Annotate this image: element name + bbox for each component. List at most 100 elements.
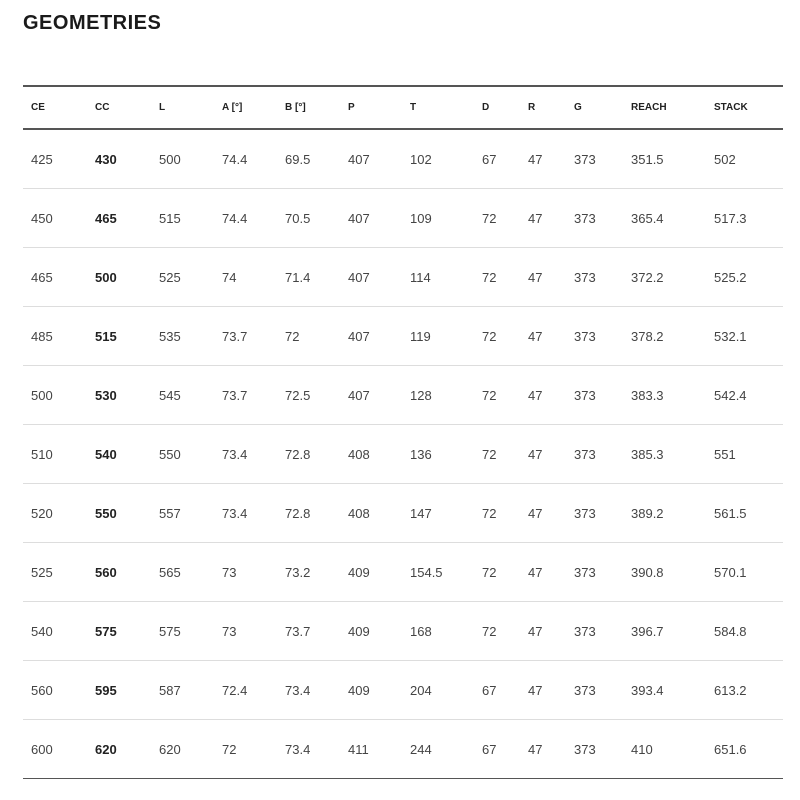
table-cell: 565 xyxy=(151,542,214,602)
table-cell: 407 xyxy=(340,188,402,248)
table-cell: 485 xyxy=(23,306,87,366)
table-cell: 373 xyxy=(566,424,623,484)
column-header: B [°] xyxy=(285,102,306,113)
column-header: G xyxy=(574,102,582,113)
table-cell: 373 xyxy=(566,542,623,602)
column-header: CC xyxy=(95,102,110,113)
table-row: 540 575 575 73 73.7 409 168 72 47 373 396.7 584.8 xyxy=(23,601,783,661)
table-cell: 72 xyxy=(474,424,520,484)
table-cell: 72 xyxy=(474,365,520,425)
table-cell: 502 xyxy=(706,129,783,189)
table-cell: 613.2 xyxy=(706,660,783,720)
table-cell: 47 xyxy=(520,719,566,779)
table-cell: 71.4 xyxy=(277,247,340,307)
table-cell: 73.7 xyxy=(214,365,277,425)
column-header: L xyxy=(159,102,166,113)
table-cell: 73.2 xyxy=(277,542,340,602)
table-cell: 73.4 xyxy=(277,719,340,779)
table-cell: 532.1 xyxy=(706,306,783,366)
table-cell: 373 xyxy=(566,483,623,543)
table-cell: 373 xyxy=(566,719,623,779)
table-cell: 587 xyxy=(151,660,214,720)
table-cell: 72 xyxy=(474,542,520,602)
table-cell: 500 xyxy=(87,247,151,307)
table-cell: 73 xyxy=(214,542,277,602)
table-cell: 651.6 xyxy=(706,719,783,779)
table-cell: 390.8 xyxy=(623,542,706,602)
table-cell: 525 xyxy=(23,542,87,602)
column-header: R xyxy=(528,102,536,113)
table-cell: 525.2 xyxy=(706,247,783,307)
table-cell: 411 xyxy=(340,719,402,779)
column-header: REACH xyxy=(631,102,667,113)
table-cell: 550 xyxy=(87,483,151,543)
table-cell: 70.5 xyxy=(277,188,340,248)
table-cell: 204 xyxy=(402,660,474,720)
table-cell: 373 xyxy=(566,129,623,189)
table-cell: 128 xyxy=(402,365,474,425)
table-header-row: CE CC L A [°] B [°] P T D R G REACH STACK xyxy=(23,86,783,129)
table-cell: 465 xyxy=(23,247,87,307)
table-cell: 73.4 xyxy=(277,660,340,720)
table-cell: 383.3 xyxy=(623,365,706,425)
table-cell: 119 xyxy=(402,306,474,366)
table-cell: 73.4 xyxy=(214,483,277,543)
table-cell: 114 xyxy=(402,247,474,307)
table-cell: 47 xyxy=(520,306,566,366)
table-cell: 47 xyxy=(520,188,566,248)
table-cell: 67 xyxy=(474,660,520,720)
table-cell: 72 xyxy=(474,483,520,543)
table-cell: 595 xyxy=(87,660,151,720)
table-cell: 72.5 xyxy=(277,365,340,425)
table-cell: 72 xyxy=(214,719,277,779)
table-cell: 47 xyxy=(520,365,566,425)
table-cell: 47 xyxy=(520,424,566,484)
table-cell: 67 xyxy=(474,719,520,779)
table-cell: 410 xyxy=(623,719,706,779)
table-cell: 47 xyxy=(520,542,566,602)
table-cell: 515 xyxy=(151,188,214,248)
table-row: 500 530 545 73.7 72.5 407 128 72 47 373 383.3 542.4 xyxy=(23,365,783,425)
table-cell: 72.8 xyxy=(277,424,340,484)
table-cell: 560 xyxy=(23,660,87,720)
table-cell: 560 xyxy=(87,542,151,602)
table-cell: 373 xyxy=(566,365,623,425)
table-cell: 407 xyxy=(340,306,402,366)
column-header: P xyxy=(348,102,355,113)
table-cell: 530 xyxy=(87,365,151,425)
table-row: 450 465 515 74.4 70.5 407 109 72 47 373 365.4 517.3 xyxy=(23,188,783,248)
table-cell: 69.5 xyxy=(277,129,340,189)
table-row: 465 500 525 74 71.4 407 114 72 47 373 372.2 525.2 xyxy=(23,247,783,307)
table-cell: 378.2 xyxy=(623,306,706,366)
table-row: 520 550 557 73.4 72.8 408 147 72 47 373 389.2 561.5 xyxy=(23,483,783,543)
table-cell: 389.2 xyxy=(623,483,706,543)
table-cell: 102 xyxy=(402,129,474,189)
table-cell: 73.4 xyxy=(214,424,277,484)
table-cell: 515 xyxy=(87,306,151,366)
table-cell: 500 xyxy=(23,365,87,425)
table-cell: 575 xyxy=(87,601,151,661)
table-cell: 47 xyxy=(520,483,566,543)
table-cell: 409 xyxy=(340,601,402,661)
table-cell: 365.4 xyxy=(623,188,706,248)
table-cell: 396.7 xyxy=(623,601,706,661)
table-cell: 72.8 xyxy=(277,483,340,543)
table-cell: 73.7 xyxy=(277,601,340,661)
table-cell: 409 xyxy=(340,660,402,720)
table-cell: 620 xyxy=(151,719,214,779)
table-cell: 551 xyxy=(706,424,783,484)
table-cell: 500 xyxy=(151,129,214,189)
table-cell: 584.8 xyxy=(706,601,783,661)
table-cell: 407 xyxy=(340,365,402,425)
table-cell: 72 xyxy=(277,306,340,366)
table-row: 425 430 500 74.4 69.5 407 102 67 47 373 351.5 502 xyxy=(23,129,783,189)
table-cell: 351.5 xyxy=(623,129,706,189)
table-cell: 575 xyxy=(151,601,214,661)
table-cell: 510 xyxy=(23,424,87,484)
table-cell: 168 xyxy=(402,601,474,661)
table-cell: 517.3 xyxy=(706,188,783,248)
table-cell: 72 xyxy=(474,306,520,366)
column-header: T xyxy=(410,102,417,113)
table-cell: 425 xyxy=(23,129,87,189)
table-cell: 73.7 xyxy=(214,306,277,366)
